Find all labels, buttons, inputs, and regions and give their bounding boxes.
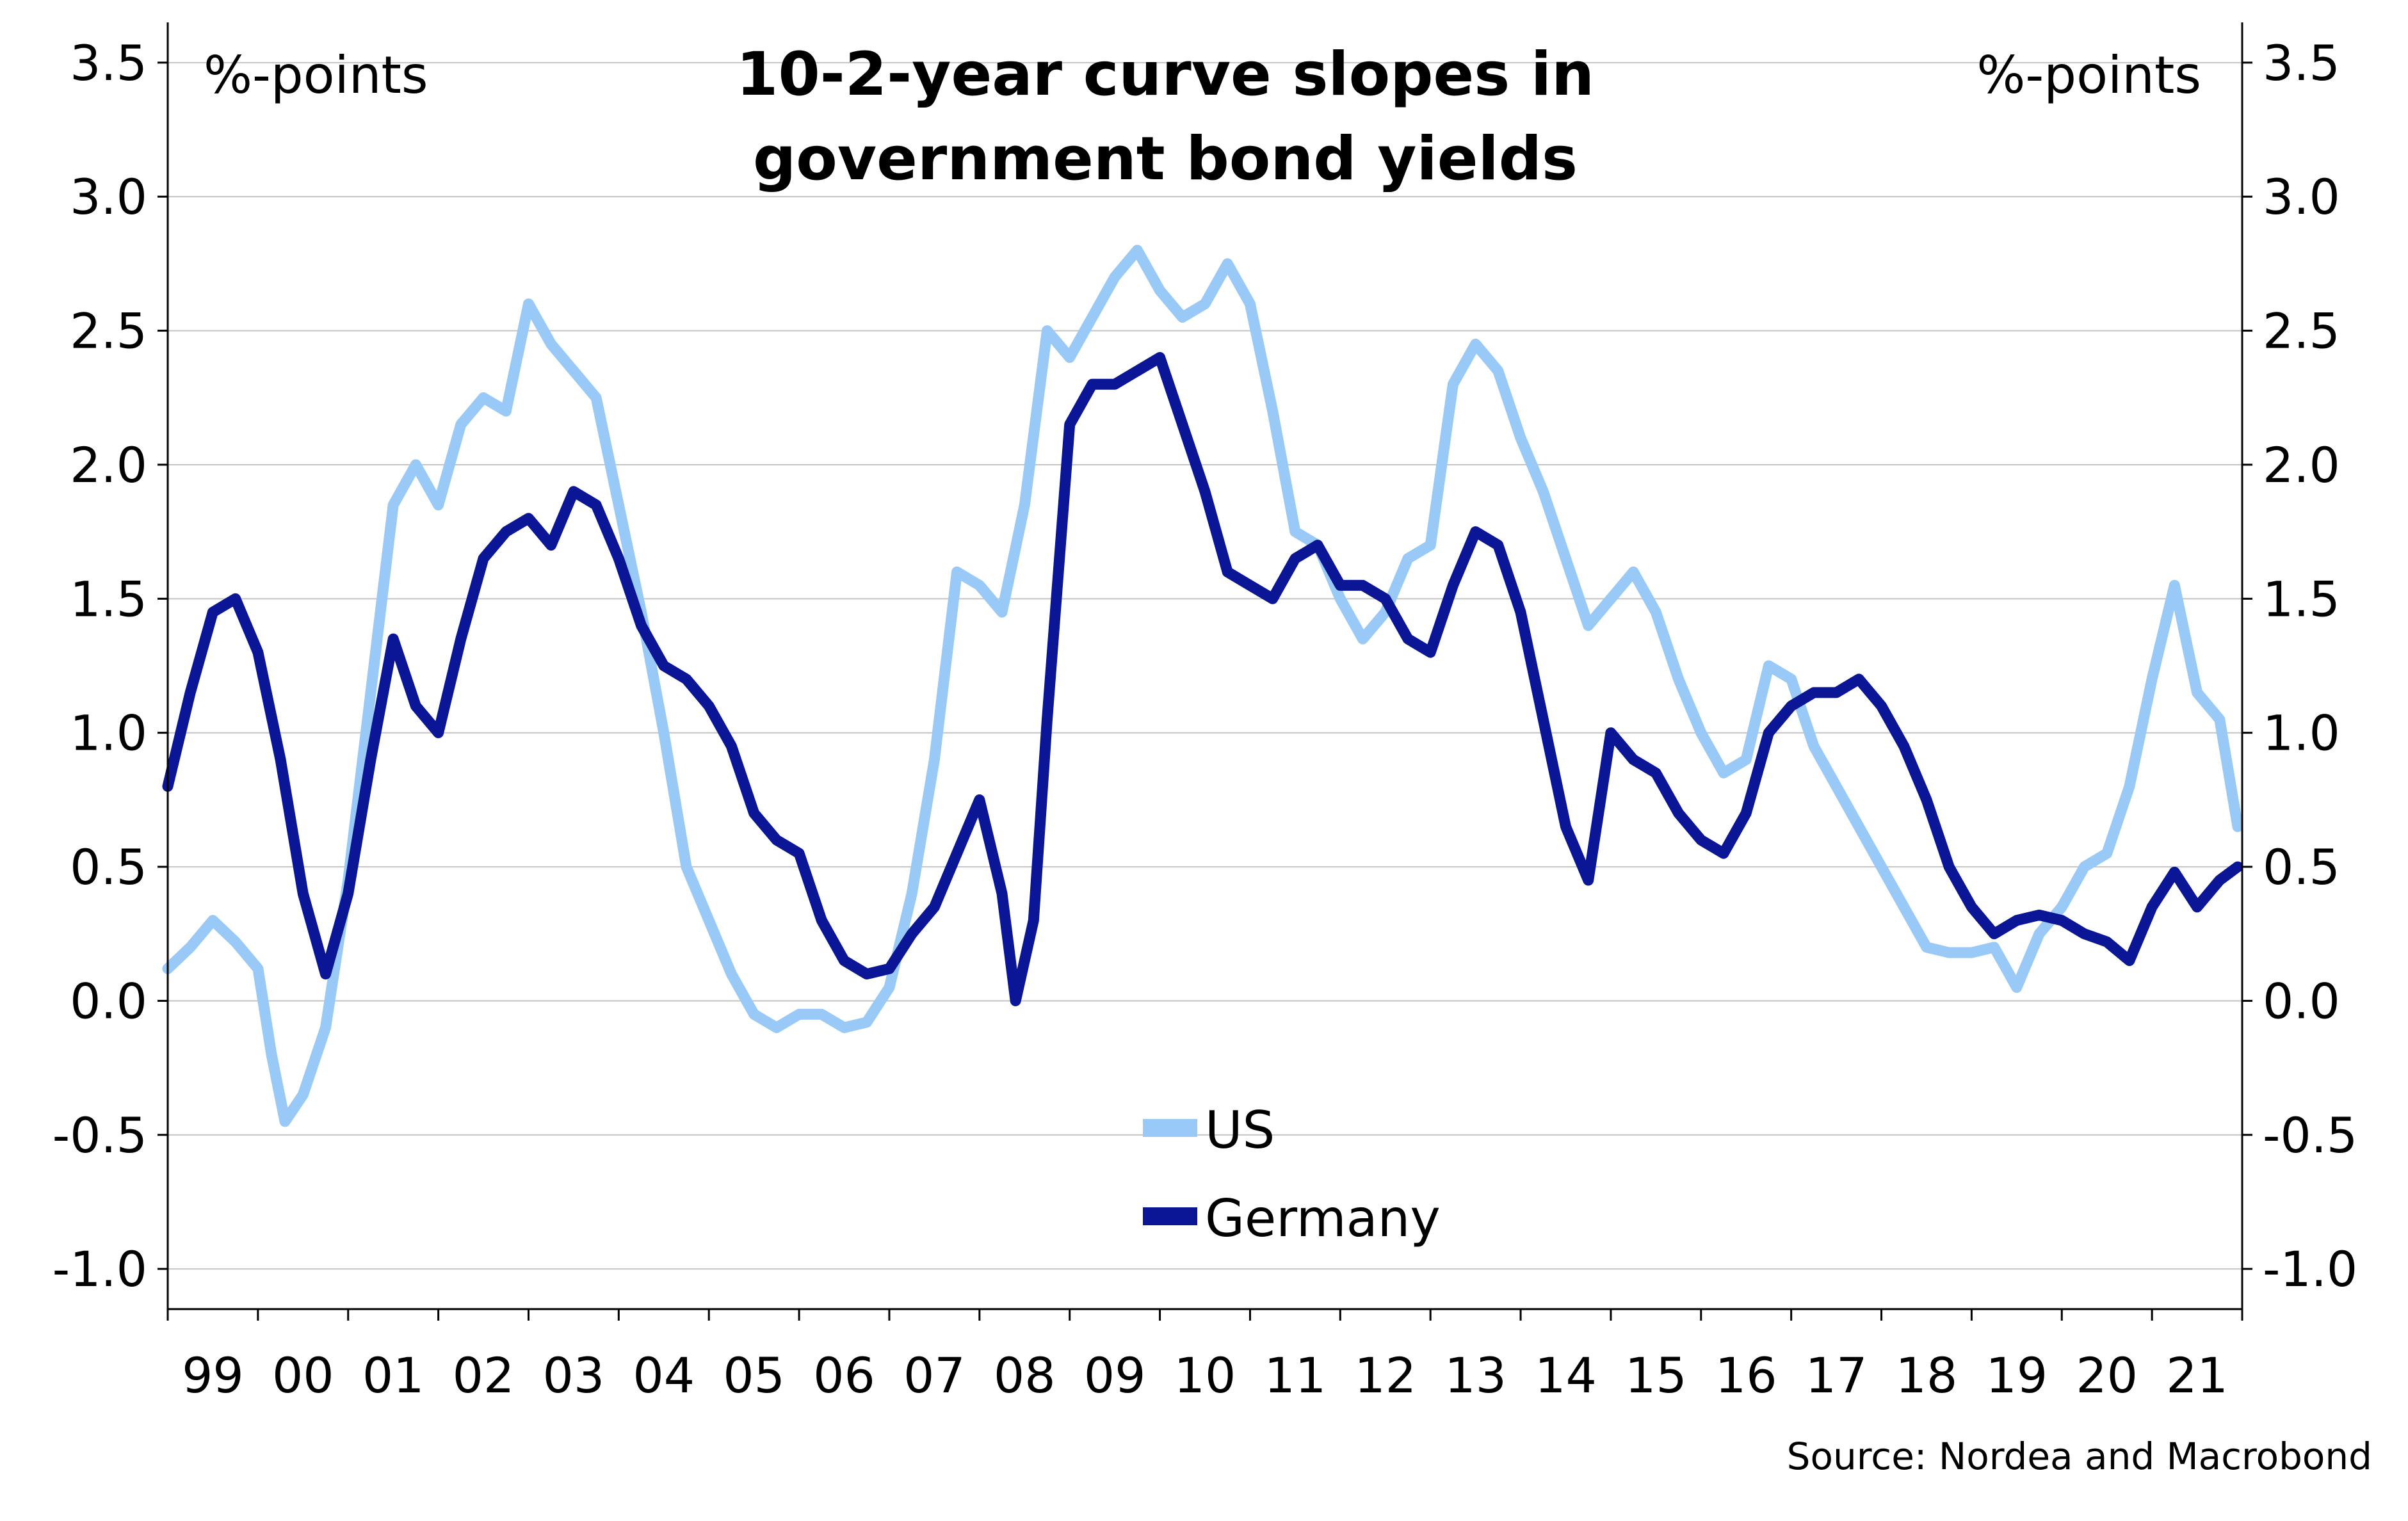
y-tick-label-right: -0.5 — [2263, 1107, 2357, 1164]
legend: US Germany — [1143, 1100, 1441, 1248]
y-tick-label-right: 2.5 — [2263, 303, 2340, 360]
x-tick-label: 19 — [1985, 1347, 2048, 1404]
y-tick-label-right: 0.0 — [2263, 972, 2340, 1029]
y-tick-label-right: 0.5 — [2263, 839, 2340, 896]
y-tick-label-left: -0.5 — [53, 1107, 147, 1164]
x-tick-label: 01 — [362, 1347, 424, 1404]
y-tick-label-left: 2.0 — [70, 437, 147, 494]
y-tick-label-left: 0.0 — [70, 972, 147, 1029]
y-tick-label-left: 2.5 — [70, 303, 147, 360]
chart-title-line-1: 10-2-year curve slopes in — [736, 40, 1594, 109]
y-tick-label-left: 0.5 — [70, 839, 147, 896]
x-tick-label: 21 — [2166, 1347, 2228, 1404]
x-tick-label: 02 — [453, 1347, 515, 1404]
y-tick-label-right: 1.0 — [2263, 705, 2340, 762]
y-tick-label-right: 2.0 — [2263, 437, 2340, 494]
x-tick-label: 14 — [1535, 1347, 1597, 1404]
axis-ticks: -1.0 -1.0 -0.5 -0.5 0.0 0.0 0.5 0.5 1.0 1.0 1.5 1.5… — [53, 35, 2358, 1404]
x-tick-label: 08 — [994, 1347, 1056, 1404]
legend-label-us: US — [1205, 1100, 1275, 1160]
x-tick-label: 00 — [272, 1347, 334, 1404]
x-tick-label: 13 — [1444, 1347, 1507, 1404]
legend-label-germany: Germany — [1205, 1189, 1441, 1248]
plot-frame — [166, 22, 2243, 1310]
y-tick-label-left: 1.0 — [70, 705, 147, 762]
series-line-us — [162, 245, 2243, 1127]
x-tick-label: 17 — [1806, 1347, 1868, 1404]
x-tick-label: 20 — [2076, 1347, 2138, 1404]
x-tick-label: 18 — [1896, 1347, 1958, 1404]
x-tick-label: 05 — [723, 1347, 785, 1404]
y-tick-label-left: 1.5 — [70, 570, 147, 627]
x-tick-label: 15 — [1625, 1347, 1687, 1404]
y-tick-label-right: 3.5 — [2263, 35, 2340, 92]
x-tick-label: 11 — [1265, 1347, 1327, 1404]
x-tick-label: 09 — [1084, 1347, 1146, 1404]
y-tick-label-left: -1.0 — [53, 1241, 147, 1298]
series-line-germany — [162, 351, 2243, 1006]
x-tick-label: 04 — [633, 1347, 695, 1404]
chart-title-line-2: government bond yields — [753, 124, 1578, 194]
y-tick-label-right: -1.0 — [2263, 1241, 2357, 1298]
y-tick-label-left: 3.5 — [70, 35, 147, 92]
right-axis-unit: %-points — [1976, 45, 2201, 105]
y-tick-label-right: 3.0 — [2263, 168, 2340, 225]
x-tick-label: 10 — [1174, 1347, 1236, 1404]
x-tick-label: 12 — [1354, 1347, 1416, 1404]
gridlines — [168, 61, 2242, 1270]
source-note: Source: Nordea and Macrobond — [1787, 1435, 2372, 1478]
x-tick-label: 16 — [1715, 1347, 1777, 1404]
left-axis-unit: %-points — [204, 45, 428, 105]
x-tick-label: 06 — [813, 1347, 875, 1404]
y-tick-label-left: 3.0 — [70, 168, 147, 225]
x-tick-label: 03 — [543, 1347, 605, 1404]
series-lines — [162, 245, 2243, 1127]
x-tick-label: 99 — [182, 1347, 244, 1404]
x-tick-label: 07 — [903, 1347, 966, 1404]
y-tick-label-right: 1.5 — [2263, 570, 2340, 627]
